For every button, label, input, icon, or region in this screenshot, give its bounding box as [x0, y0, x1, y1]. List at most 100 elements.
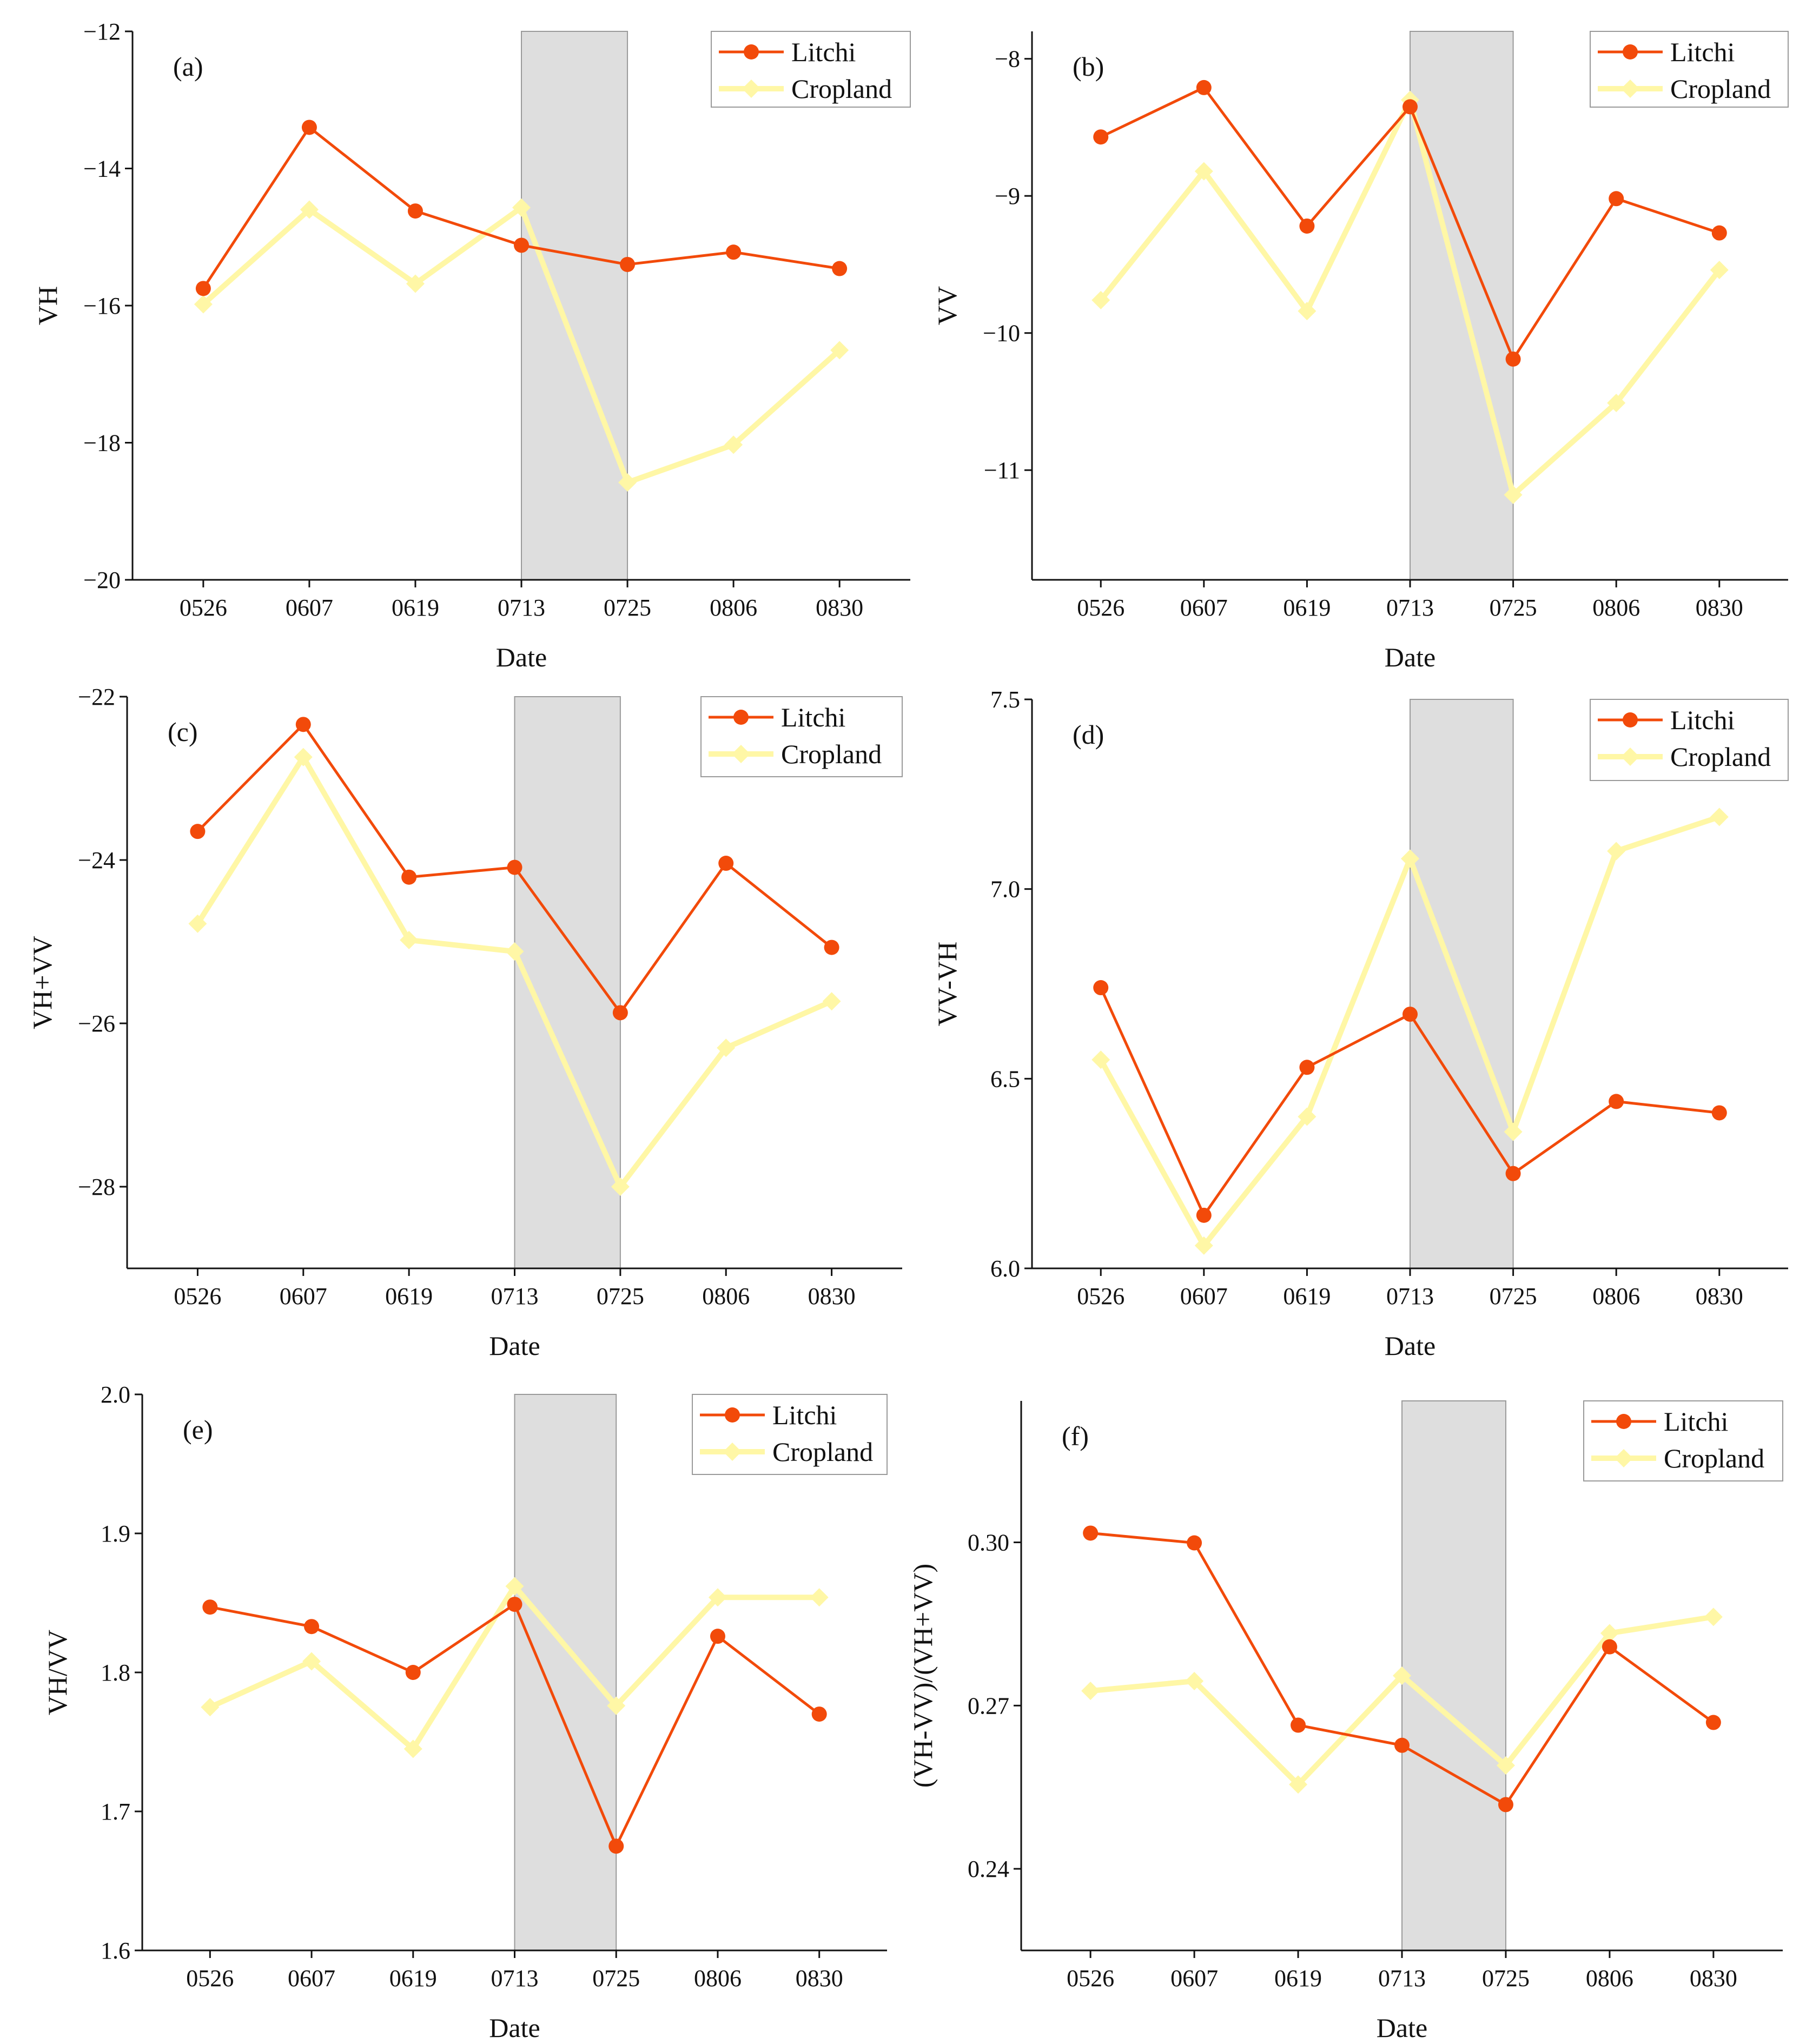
point-litchi-a — [620, 256, 636, 272]
panel-label-d: (d) — [1073, 719, 1104, 750]
point-litchi-f — [1187, 1535, 1202, 1551]
chart-panel-a: −20 −18 −16 −14 −12 0526 0607 0619 0713 0725 0806 0… — [32, 18, 911, 672]
point-cropland-f — [1081, 1682, 1100, 1701]
point-litchi-c — [612, 1005, 628, 1021]
point-cropland-e — [810, 1588, 829, 1607]
x-tick-label-a: 0619 — [392, 594, 439, 621]
point-litchi-c — [718, 856, 734, 871]
point-cropland-d — [1504, 1122, 1523, 1141]
point-litchi-f — [1498, 1797, 1513, 1813]
x-axis-title-d: Date — [1385, 1331, 1435, 1361]
x-tick-label-e: 0830 — [796, 1965, 843, 1992]
point-cropland-c — [400, 930, 419, 949]
x-tick-label-f: 0830 — [1690, 1965, 1737, 1992]
x-tick-label-a: 0830 — [816, 594, 863, 621]
point-cropland-b — [1607, 393, 1626, 412]
x-tick-label-c: 0607 — [280, 1283, 327, 1309]
y-axis-title-d: VV-VH — [932, 942, 962, 1027]
legend-marker-cropland-c — [732, 745, 750, 763]
point-cropland-a — [512, 198, 531, 217]
shaded-period-e — [514, 1394, 617, 1951]
legend-label-cropland-a: Cropland — [791, 74, 892, 104]
point-cropland-d — [1091, 1050, 1110, 1069]
point-litchi-a — [195, 281, 211, 296]
legend-label-cropland-c: Cropland — [781, 739, 882, 769]
legend-label-litchi-c: Litchi — [781, 702, 845, 732]
x-tick-label-a: 0806 — [710, 594, 757, 621]
y-tick-label-e: 1.6 — [101, 1937, 130, 1964]
point-litchi-e — [710, 1629, 725, 1644]
point-litchi-c — [401, 869, 417, 885]
point-cropland-c — [611, 1178, 630, 1196]
legend-marker-litchi-b — [1623, 44, 1638, 59]
point-cropland-c — [188, 914, 207, 933]
panel-label-e: (e) — [183, 1414, 213, 1445]
y-tick-label-e: 2.0 — [101, 1381, 130, 1408]
x-tick-label-d: 0526 — [1077, 1283, 1124, 1309]
point-litchi-b — [1299, 218, 1315, 234]
y-axis-title-a: VH — [32, 286, 63, 325]
point-litchi-c — [507, 859, 522, 875]
legend-marker-litchi-c — [733, 710, 749, 725]
point-litchi-f — [1394, 1737, 1410, 1753]
y-axis-title-e: VH/VV — [42, 1630, 72, 1715]
x-tick-label-a: 0607 — [286, 594, 333, 621]
y-tick-label-c: −28 — [78, 1174, 115, 1200]
legend-label-litchi-d: Litchi — [1670, 705, 1735, 735]
point-litchi-b — [1093, 129, 1109, 145]
point-litchi-e — [608, 1838, 624, 1854]
point-cropland-a — [618, 473, 637, 492]
x-axis-title-e: Date — [489, 2013, 540, 2043]
point-cropland-c — [505, 942, 524, 961]
x-tick-label-d: 0619 — [1283, 1283, 1331, 1309]
point-litchi-a — [726, 244, 742, 260]
point-litchi-a — [514, 237, 529, 253]
legend-b: Litchi Cropland — [1590, 31, 1789, 108]
panel-label-f: (f) — [1062, 1421, 1089, 1451]
point-cropland-c — [717, 1038, 736, 1057]
point-litchi-f — [1602, 1639, 1617, 1655]
x-tick-label-b: 0526 — [1077, 594, 1124, 621]
x-tick-label-c: 0830 — [808, 1283, 856, 1309]
point-litchi-f — [1291, 1717, 1306, 1733]
legend-marker-cropland-a — [742, 80, 760, 98]
legend-marker-litchi-d — [1623, 712, 1638, 727]
x-tick-label-b: 0830 — [1696, 594, 1743, 621]
panel-label-b: (b) — [1073, 51, 1104, 82]
point-litchi-d — [1093, 980, 1109, 996]
x-tick-label-e: 0619 — [389, 1965, 437, 1992]
y-tick-label-d: 6.0 — [990, 1255, 1020, 1282]
y-axis-title-b: VV — [932, 286, 962, 325]
point-cropland-a — [300, 200, 319, 219]
y-tick-label-d: 6.5 — [990, 1066, 1020, 1092]
point-cropland-e — [302, 1652, 321, 1671]
point-litchi-a — [407, 203, 423, 219]
x-tick-label-a: 0725 — [604, 594, 651, 621]
point-cropland-a — [406, 274, 425, 293]
x-axis-title-a: Date — [496, 642, 547, 672]
legend-d: Litchi Cropland — [1590, 699, 1789, 781]
y-tick-label-c: −26 — [78, 1010, 115, 1037]
point-litchi-b — [1505, 351, 1521, 367]
point-litchi-d — [1299, 1060, 1315, 1075]
x-tick-label-f: 0607 — [1170, 1965, 1218, 1992]
legend-box-b — [1590, 31, 1789, 108]
x-axis-title-b: Date — [1385, 642, 1435, 672]
chart-panel-c: −28 −26 −24 −22 0526 0607 0619 0713 0725 0806 0830… — [27, 684, 903, 1361]
x-tick-label-e: 0806 — [694, 1965, 742, 1992]
legend-label-litchi-a: Litchi — [791, 37, 856, 67]
legend-box-a — [711, 31, 911, 108]
x-axis-title-c: Date — [489, 1331, 540, 1361]
point-litchi-e — [811, 1706, 827, 1722]
x-tick-label-f: 0806 — [1586, 1965, 1633, 1992]
x-tick-label-d: 0713 — [1386, 1283, 1434, 1309]
point-litchi-c — [295, 717, 311, 732]
legend-marker-litchi-f — [1616, 1414, 1631, 1429]
point-cropland-f — [1496, 1756, 1515, 1775]
y-tick-label-c: −22 — [78, 684, 115, 710]
point-litchi-b — [1196, 80, 1212, 95]
point-litchi-c — [824, 940, 839, 955]
legend-label-litchi-e: Litchi — [772, 1400, 837, 1430]
point-litchi-d — [1711, 1105, 1727, 1121]
legend-box-f — [1583, 1400, 1783, 1481]
